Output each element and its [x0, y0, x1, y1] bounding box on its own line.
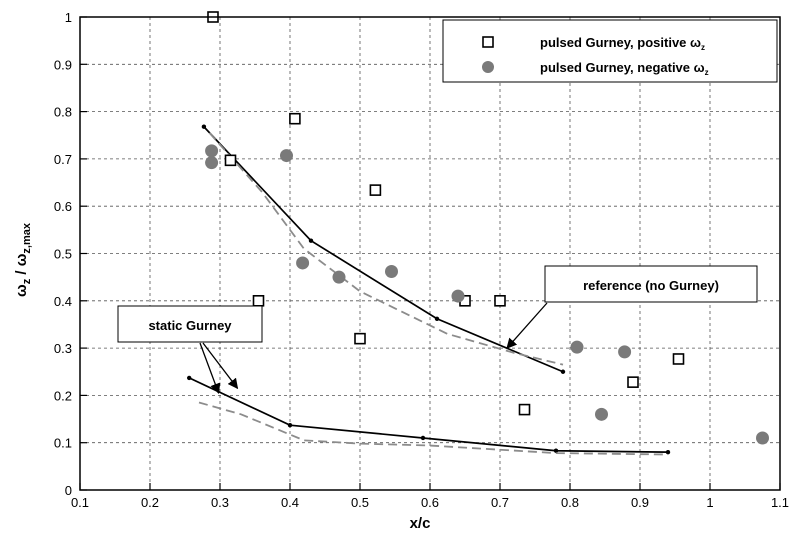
annotation-reference-arrow	[506, 302, 548, 349]
y-label-omega2: ω	[13, 253, 30, 266]
positive-vorticity-point	[289, 112, 301, 125]
y-label-sub-z: z	[21, 278, 33, 284]
y-tick-label: 0.5	[54, 247, 72, 262]
series-2-vertex	[560, 369, 566, 374]
annotation-reference-label: reference (no Gurney)	[583, 278, 719, 293]
y-tick-label: 1	[65, 10, 72, 25]
x-tick-label: 0.3	[211, 495, 229, 510]
negative-vorticity-point	[296, 256, 310, 270]
y-label-omega: ω	[13, 284, 30, 297]
legend-marker-open-square	[482, 36, 494, 48]
series-4-vertex	[553, 448, 559, 453]
annotation-reference: reference (no Gurney)	[506, 265, 758, 349]
negative-vorticity-point	[756, 431, 769, 445]
legend-box	[442, 19, 778, 83]
y-axis-label: ωz / ωz,max	[13, 222, 33, 297]
y-tick-label: 0.4	[54, 294, 72, 309]
y-tick-label: 0.7	[54, 152, 72, 167]
legend-marker-filled-circle	[482, 61, 494, 73]
positive-vorticity-point	[672, 353, 685, 365]
annotation-reference-box	[544, 265, 758, 303]
positive-vorticity-point	[354, 332, 366, 345]
negative-vorticity-point	[385, 264, 398, 278]
x-tick-label: 0.6	[421, 495, 439, 510]
legend-entry-negative: pulsed Gurney, negative ωz	[540, 60, 709, 77]
series-2-vertex	[201, 124, 207, 129]
annotation-static-arrow-2	[202, 342, 239, 390]
y-tick-labels: 0 0.1 0.2 0.3 0.4 0.5 0.6 0.7 0.8 0.9 1	[54, 10, 72, 498]
legend-entry-positive: pulsed Gurney, positive ωz	[540, 35, 705, 52]
negative-vorticity-point	[205, 144, 219, 158]
negative-vorticity-point	[595, 407, 608, 421]
positive-vorticity-point	[224, 154, 237, 167]
y-tick-label: 0.1	[54, 436, 72, 451]
positive-vorticity-point	[518, 403, 531, 416]
x-tick-label: 0.9	[631, 495, 649, 510]
series-4-vertex	[665, 449, 671, 455]
annotation-static-arrow-1	[199, 342, 221, 395]
positive-vorticity-point	[494, 294, 506, 307]
x-tick-label: 0.4	[281, 495, 299, 510]
series-layer	[187, 11, 769, 456]
negative-vorticity-point	[570, 340, 584, 354]
x-tick-label: 0.2	[141, 495, 159, 510]
series-4-vertex	[287, 422, 293, 428]
y-tick-label: 0.6	[54, 199, 72, 214]
legend: pulsed Gurney, positive ωz pulsed Gurney…	[442, 19, 778, 83]
negative-vorticity-point	[205, 156, 219, 170]
annotation-static: static Gurney	[117, 305, 263, 395]
negative-vorticity-point	[451, 289, 465, 303]
legend-positive-text: pulsed Gurney, positive ω	[540, 35, 701, 50]
series-2-vertex	[308, 238, 314, 243]
y-tick-label: 0	[65, 483, 72, 498]
series-3-line	[208, 132, 564, 366]
negative-vorticity-point	[332, 270, 346, 284]
y-tick-label: 0.9	[54, 57, 72, 72]
x-tick-label: 0.8	[561, 495, 579, 510]
series-5-line	[198, 401, 669, 456]
series-4-vertex	[187, 375, 192, 381]
y-label-sub-zmax: z,max	[21, 222, 33, 253]
positive-vorticity-point	[627, 376, 639, 388]
positive-vorticity-point	[369, 184, 382, 196]
legend-negative-text: pulsed Gurney, negative ω	[540, 60, 705, 75]
series-4-vertex	[420, 435, 426, 441]
y-label-slash: /	[13, 266, 30, 279]
annotation-static-box	[117, 305, 263, 343]
x-tick-label: 0.7	[491, 495, 509, 510]
axis-ticks	[79, 16, 781, 491]
x-tick-label: 1	[706, 495, 713, 510]
y-tick-label: 0.3	[54, 341, 72, 356]
x-tick-label: 1.1	[771, 495, 789, 510]
y-tick-label: 0.8	[54, 105, 72, 120]
x-axis-label: x/c	[410, 515, 431, 530]
x-tick-label: 0.5	[351, 495, 369, 510]
svg-text:ωz / ωz,max: ωz / ωz,max	[13, 222, 33, 297]
x-tick-labels: 0.1 0.2 0.3 0.4 0.5 0.6 0.7 0.8 0.9 1 1.1	[71, 495, 789, 510]
x-tick-label: 0.1	[71, 495, 89, 510]
legend-negative-sub: z	[705, 68, 709, 77]
grid-lines	[79, 16, 781, 491]
y-tick-label: 0.2	[54, 388, 72, 403]
legend-positive-sub: z	[701, 43, 705, 52]
negative-vorticity-point	[280, 149, 293, 163]
series-2-line	[203, 126, 564, 373]
positive-vorticity-point	[252, 294, 265, 307]
negative-vorticity-point	[618, 345, 632, 359]
annotation-static-label: static Gurney	[148, 318, 232, 333]
series-2-vertex	[434, 316, 440, 321]
